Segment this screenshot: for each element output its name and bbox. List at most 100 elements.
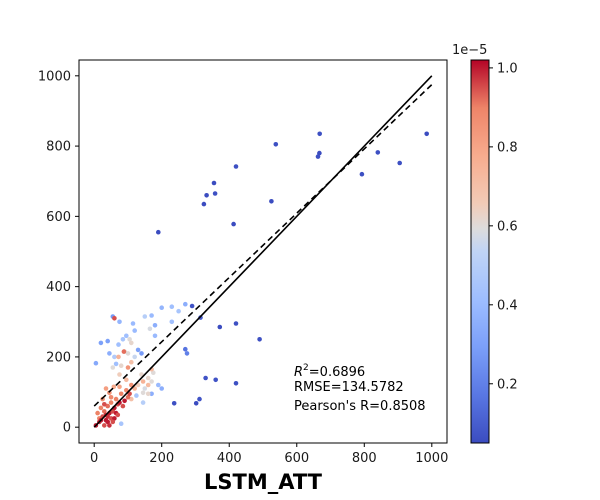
scatter-point	[171, 401, 177, 406]
colorbar-bar	[470, 59, 490, 444]
x-tick-label: 200	[149, 451, 174, 466]
scatter-point	[121, 349, 127, 354]
scatter-point	[139, 351, 144, 356]
scatter-point	[375, 150, 381, 155]
colorbar-offset-label: 1e−5	[452, 43, 487, 58]
scatter-point	[118, 363, 124, 369]
scatter-point	[315, 154, 321, 159]
scatter-point	[112, 316, 117, 321]
y-axis-ticks: 0 200 400 600 800 1000	[38, 69, 79, 436]
scatter-point	[105, 338, 110, 344]
scatter-point	[147, 326, 153, 332]
scatter-point	[189, 303, 195, 309]
scatter-point	[184, 351, 190, 356]
scatter-point	[108, 400, 114, 405]
scatter-point	[142, 386, 148, 391]
scatter-point	[159, 305, 164, 311]
scatter-point	[129, 340, 134, 346]
scatter-point	[103, 386, 109, 391]
scatter-point	[117, 384, 122, 390]
scatter-point	[231, 221, 236, 227]
scatter-point	[113, 361, 119, 367]
scatter-point	[98, 405, 104, 411]
pearson-annotation: Pearson's R=0.8508	[294, 399, 426, 414]
r2-superscript: 2	[303, 363, 309, 373]
x-tick-label: 800	[352, 451, 377, 466]
scatter-point	[116, 342, 121, 347]
scatter-point	[145, 391, 151, 397]
scatter-point	[140, 390, 146, 396]
scatter-point	[317, 150, 322, 156]
regression-fit-line	[93, 84, 433, 407]
scatter-point	[149, 379, 154, 384]
x-tick-label: 0	[90, 451, 98, 466]
scatter-point	[105, 419, 110, 425]
y-tick-label: 600	[46, 210, 71, 225]
scatter-point	[233, 164, 239, 169]
scatter-point	[397, 160, 403, 166]
scatter-point	[213, 377, 218, 383]
identity-line	[93, 75, 433, 428]
scatter-point	[124, 377, 129, 383]
colorbar-tick-label: 0.6	[497, 219, 518, 234]
scatter-point	[120, 403, 126, 409]
scatter-point	[93, 360, 99, 366]
scatter-point	[116, 354, 121, 360]
scatter-point	[95, 410, 100, 416]
scatter-point	[132, 354, 137, 360]
scatter-point	[159, 386, 164, 391]
rmse-annotation: RMSE=134.5782	[294, 380, 404, 395]
scatter-point	[212, 191, 218, 196]
y-tick-label: 1000	[38, 69, 71, 84]
scatter-point	[176, 308, 181, 314]
colorbar-tick-label: 0.4	[497, 298, 518, 313]
scatter-point	[169, 319, 175, 325]
x-tick-label: 600	[284, 451, 309, 466]
scatter-point	[359, 171, 365, 177]
scatter-point	[183, 346, 188, 352]
scatter-point	[98, 340, 104, 346]
r2-value: =0.6896	[309, 365, 365, 380]
scatter-point	[102, 409, 107, 414]
scatter-point	[193, 401, 199, 406]
x-tick-label: 400	[217, 451, 242, 466]
scatter-point	[127, 337, 132, 342]
scatter-point	[132, 328, 137, 333]
colorbar-tick-label: 0.2	[497, 377, 518, 392]
scatter-point	[102, 402, 107, 407]
scatter-point	[269, 199, 274, 204]
stats-annotation: R2=0.6896 RMSE=134.5782 Pearson's R=0.85…	[294, 363, 426, 414]
scatter-point	[124, 333, 129, 339]
x-axis-ticks: 0 200 400 600 800 1000	[90, 443, 448, 466]
scatter-point	[125, 395, 131, 400]
scatter-point	[108, 416, 114, 421]
scatter-point	[102, 423, 107, 428]
scatter-point	[211, 180, 217, 186]
scatter-point	[217, 324, 223, 330]
scatter-point	[129, 382, 134, 388]
scatter-point	[156, 382, 161, 388]
colorbar-tick-label: 0.8	[497, 140, 518, 155]
scatter-point	[112, 354, 117, 360]
x-axis-label: LSTM_ATT	[204, 470, 323, 494]
scatter-point	[151, 370, 156, 376]
scatter-point	[107, 351, 112, 356]
scatter-point	[183, 301, 188, 307]
plot-area-frame	[78, 59, 448, 444]
scatter-point	[105, 403, 110, 409]
scatter-point	[117, 372, 122, 377]
scatter-point	[125, 365, 131, 370]
r2-annotation: R2=0.6896	[294, 363, 365, 380]
scatter-point	[130, 321, 136, 326]
scatter-point	[169, 304, 175, 310]
scatter-point	[317, 131, 323, 137]
colorbar-ticks: 0.2 0.4 0.6 0.8 1.0	[489, 61, 518, 392]
scatter-point	[203, 375, 208, 381]
x-tick-label: 1000	[415, 451, 448, 466]
colorbar-tick-label: 1.0	[497, 61, 518, 76]
scatter-point	[273, 142, 279, 147]
scatter-point	[145, 382, 151, 388]
scatter-point	[257, 337, 262, 342]
scatter-point	[135, 347, 141, 353]
